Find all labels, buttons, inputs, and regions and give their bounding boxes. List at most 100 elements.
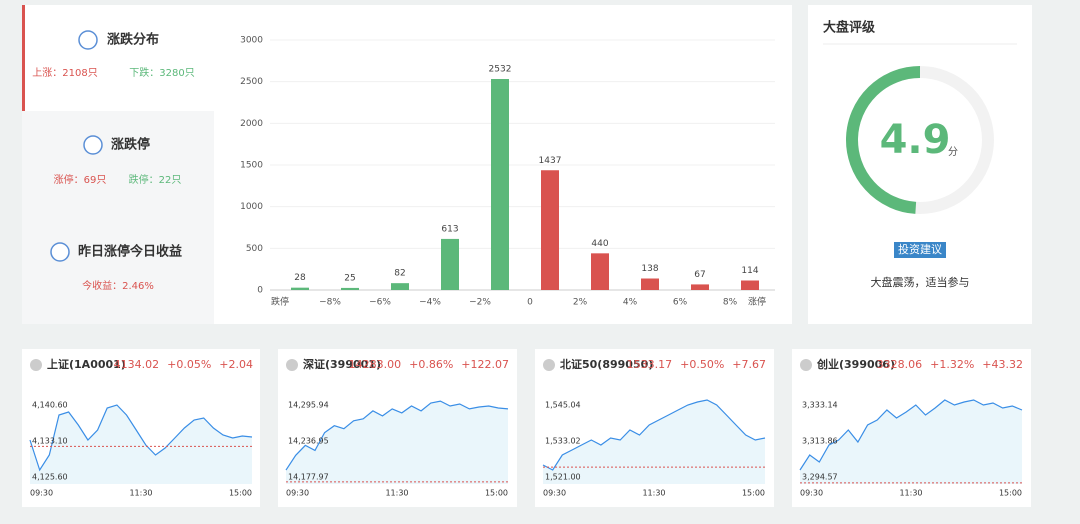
bar (691, 284, 709, 290)
y-tick-label: 4,133.10 (32, 437, 68, 446)
x-tick-label: 6% (673, 298, 688, 308)
value-label: 1437 (539, 156, 562, 166)
area (286, 401, 508, 484)
y-tick-label: 1,533.02 (545, 437, 581, 446)
x-tick-label: 涨停 (748, 296, 766, 308)
value-label: 67 (694, 270, 705, 280)
advice-text: 大盘震荡，适当参与 (871, 275, 970, 289)
clock-icon (286, 359, 298, 371)
y-tick-label: 1,521.00 (545, 473, 581, 482)
x-tick-label: 11:30 (129, 489, 152, 498)
advice-button[interactable] (894, 242, 946, 258)
bar (441, 238, 459, 290)
area (30, 405, 252, 484)
rating-title: 大盘评级 (823, 20, 876, 36)
bar (741, 280, 759, 290)
value-label: 138 (641, 264, 658, 274)
value-label: 2532 (489, 65, 512, 75)
x-tick-label: 2% (573, 298, 588, 308)
y-tick-label: 14,236.95 (288, 437, 329, 446)
active-indicator (22, 5, 25, 111)
x-tick-label: −2% (469, 298, 491, 308)
y-tick-label: 14,177.97 (288, 473, 329, 482)
bar (391, 283, 409, 290)
area (543, 400, 765, 484)
index-name: 深证(399001) (303, 357, 381, 371)
y-tick-label: 2000 (240, 119, 263, 129)
change-pct: +0.50% (680, 358, 724, 371)
x-tick-label: 11:30 (899, 489, 922, 498)
y-tick-label: 3000 (240, 36, 263, 46)
icon (50, 242, 70, 262)
x-tick-label: 8% (723, 298, 738, 308)
x-tick-label: 15:00 (485, 489, 508, 498)
change-pct: +0.05% (167, 358, 211, 371)
rating-panel (808, 5, 1032, 324)
index-name: 上证(1A0001) (47, 357, 126, 371)
price-line (799, 399, 1023, 471)
x-tick-label: 09:30 (800, 489, 823, 498)
value-label: 613 (441, 224, 458, 234)
score: 4.9 (880, 117, 951, 163)
value-label: 82 (394, 269, 405, 279)
y-tick-label: 2500 (240, 77, 263, 87)
x-tick-label: 11:30 (642, 489, 665, 498)
change-pct: +0.86% (409, 358, 453, 371)
x-tick-label: −6% (369, 298, 391, 308)
y-tick-label: 0 (257, 286, 263, 296)
index-name: 创业(399006) (816, 357, 895, 371)
icon (83, 135, 103, 155)
area (800, 400, 1022, 484)
x-tick-label: 跌停 (271, 296, 289, 308)
y-tick-label: 14,295.94 (288, 401, 329, 410)
section-item: 上涨：2108只 (32, 67, 97, 79)
change: +2.04 (219, 358, 253, 371)
x-tick-label: 4% (623, 298, 638, 308)
sidebar-inactive (22, 111, 214, 324)
x-tick-label: 0 (527, 298, 533, 308)
price: 1533.17 (627, 358, 673, 371)
y-tick-label: 1,545.04 (545, 401, 581, 410)
price: 3328.06 (877, 358, 923, 371)
section-title: 昨日涨停今日收益 (78, 244, 182, 260)
x-tick-label: −4% (419, 298, 441, 308)
x-tick-label: 09:30 (543, 489, 566, 498)
clock-icon (543, 359, 555, 371)
value-label: 114 (741, 266, 758, 276)
value-label: 25 (344, 273, 355, 283)
section-item: 涨停：69只 (54, 173, 107, 186)
y-tick-label: 4,140.60 (32, 401, 68, 410)
bar (491, 79, 509, 290)
y-tick-label: 3,313.86 (802, 436, 838, 445)
price: 4134.02 (114, 358, 160, 371)
x-tick-label: 09:30 (30, 489, 53, 498)
bar (641, 278, 659, 290)
y-tick-label: 1000 (240, 202, 263, 212)
bar (341, 287, 359, 290)
score-unit: 分 (948, 146, 958, 158)
x-tick-label: −8% (319, 298, 341, 308)
clock-icon (800, 359, 812, 371)
x-tick-label: 15:00 (999, 489, 1022, 498)
quote: 14283.00 +0.86% +122.07 (349, 358, 509, 371)
x-tick-label: 11:30 (385, 489, 408, 498)
score-arc (846, 66, 921, 214)
y-tick-label: 1500 (240, 161, 263, 171)
value-label: 440 (591, 239, 608, 249)
quote: 4134.02 +0.05% +2.04 (114, 358, 253, 371)
bar (291, 287, 309, 290)
change: +7.67 (732, 358, 766, 371)
clock-icon (30, 359, 42, 371)
quote: 1533.17 +0.50% +7.67 (627, 358, 766, 371)
x-tick-label: 09:30 (286, 489, 309, 498)
quote: 3328.06 +1.32% +43.32 (877, 358, 1023, 371)
change-pct: +1.32% (930, 358, 974, 371)
price-line (542, 399, 766, 471)
price: 14283.00 (349, 358, 402, 371)
icon (78, 30, 98, 50)
index-name: 北证50(899050) (560, 357, 653, 371)
value-label: 28 (294, 273, 306, 283)
bar (541, 170, 559, 290)
